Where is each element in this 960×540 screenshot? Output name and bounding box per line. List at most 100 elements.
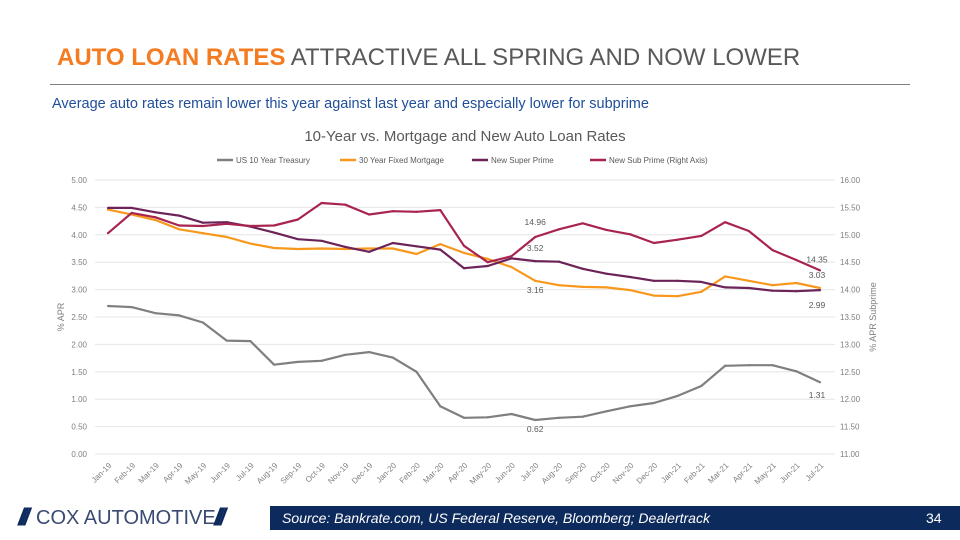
x-tick-label: Jan-20 bbox=[375, 461, 399, 485]
data-point bbox=[486, 257, 489, 261]
data-point bbox=[486, 264, 489, 268]
data-point bbox=[367, 250, 371, 253]
y2-tick-label: 15.00 bbox=[840, 231, 861, 240]
data-point bbox=[249, 340, 252, 343]
data-point bbox=[818, 269, 822, 272]
data-point bbox=[795, 290, 798, 293]
data-point bbox=[629, 405, 632, 408]
data-point bbox=[178, 214, 181, 217]
data-point bbox=[676, 238, 679, 241]
data-point bbox=[771, 289, 774, 292]
data-point bbox=[154, 312, 157, 315]
data-point bbox=[510, 266, 513, 269]
y2-axis-label: % APR Subprime bbox=[868, 282, 878, 352]
data-point bbox=[652, 241, 655, 245]
data-point bbox=[581, 222, 584, 225]
data-point bbox=[439, 209, 442, 212]
data-point bbox=[296, 247, 299, 251]
data-point bbox=[747, 364, 750, 367]
x-tick-label: Jun-19 bbox=[208, 461, 232, 485]
data-point bbox=[700, 280, 703, 284]
data-point bbox=[249, 224, 252, 228]
data-point bbox=[605, 286, 608, 289]
y-axis-label: % APR bbox=[56, 302, 66, 331]
cox-automotive-logo: /// COX AUTOMOTIVE bbox=[18, 504, 216, 531]
data-point bbox=[818, 289, 822, 292]
data-label: 14.96 bbox=[525, 217, 547, 227]
data-point bbox=[439, 243, 442, 246]
y2-tick-label: 16.00 bbox=[840, 176, 861, 185]
page-number: 34 bbox=[926, 510, 942, 526]
y-tick-label: 0.00 bbox=[71, 450, 87, 459]
data-point bbox=[605, 228, 608, 231]
title-divider bbox=[50, 84, 910, 85]
data-point bbox=[249, 242, 252, 245]
x-tick-label: Apr-20 bbox=[446, 461, 470, 485]
data-point bbox=[273, 231, 276, 234]
data-point bbox=[344, 353, 347, 356]
data-point bbox=[534, 279, 537, 282]
data-point bbox=[391, 210, 394, 213]
data-point bbox=[629, 289, 632, 292]
data-point bbox=[462, 416, 466, 419]
x-tick-label: Oct-20 bbox=[588, 461, 612, 485]
legend-label: New Sub Prime (Right Axis) bbox=[609, 156, 708, 165]
y-tick-label: 2.00 bbox=[71, 340, 87, 349]
data-point bbox=[510, 412, 513, 416]
data-point bbox=[629, 233, 632, 236]
data-point bbox=[344, 247, 347, 251]
data-point bbox=[201, 221, 205, 224]
data-point bbox=[367, 213, 371, 216]
data-point bbox=[391, 247, 394, 250]
data-point bbox=[178, 314, 181, 317]
data-point bbox=[154, 211, 157, 214]
legend-label: 30 Year Fixed Mortgage bbox=[359, 156, 444, 165]
logo-slashes-icon: /// bbox=[18, 504, 30, 531]
data-point bbox=[557, 228, 561, 231]
data-label: 3.52 bbox=[527, 243, 544, 253]
data-point bbox=[723, 286, 727, 289]
x-tick-label: Oct-19 bbox=[304, 461, 328, 485]
slide-title-accent: AUTO LOAN RATES bbox=[57, 44, 286, 71]
data-point bbox=[818, 286, 822, 290]
x-tick-label: Jul-20 bbox=[519, 461, 541, 483]
data-point bbox=[296, 360, 299, 364]
data-point bbox=[225, 339, 228, 342]
y-tick-label: 2.50 bbox=[71, 313, 87, 322]
legend-label: New Super Prime bbox=[491, 156, 554, 165]
data-point bbox=[557, 284, 561, 287]
data-point bbox=[201, 321, 205, 324]
data-point bbox=[391, 241, 394, 245]
data-point bbox=[486, 261, 489, 264]
data-point bbox=[652, 294, 655, 297]
y-tick-label: 3.50 bbox=[71, 258, 87, 267]
data-point bbox=[106, 304, 110, 308]
x-tick-label: Aug-19 bbox=[255, 461, 280, 486]
data-label: 1.31 bbox=[809, 390, 826, 400]
data-point bbox=[439, 405, 442, 408]
y2-tick-label: 13.00 bbox=[840, 340, 861, 349]
x-tick-label: Nov-19 bbox=[326, 461, 351, 486]
x-tick-label: Feb-20 bbox=[398, 461, 423, 486]
data-point bbox=[154, 216, 157, 219]
x-tick-label: Mar-20 bbox=[421, 461, 446, 486]
series-line bbox=[107, 201, 821, 272]
x-tick-label: May-21 bbox=[753, 461, 779, 487]
data-point bbox=[225, 222, 228, 225]
data-point bbox=[771, 364, 774, 367]
data-label: 2.99 bbox=[809, 300, 826, 310]
data-point bbox=[273, 246, 276, 250]
x-tick-label: Sep-19 bbox=[279, 461, 304, 486]
data-label: 3.16 bbox=[527, 285, 544, 295]
x-tick-label: Feb-21 bbox=[682, 461, 707, 486]
x-tick-label: Dec-20 bbox=[635, 461, 660, 486]
data-point bbox=[178, 224, 181, 227]
data-point bbox=[795, 281, 798, 285]
data-point bbox=[700, 384, 703, 388]
data-point bbox=[652, 279, 655, 282]
data-point bbox=[296, 218, 299, 221]
x-tick-label: Jun-20 bbox=[493, 461, 517, 485]
y2-tick-label: 11.50 bbox=[840, 423, 860, 432]
data-point bbox=[154, 218, 157, 222]
data-point bbox=[676, 295, 679, 298]
